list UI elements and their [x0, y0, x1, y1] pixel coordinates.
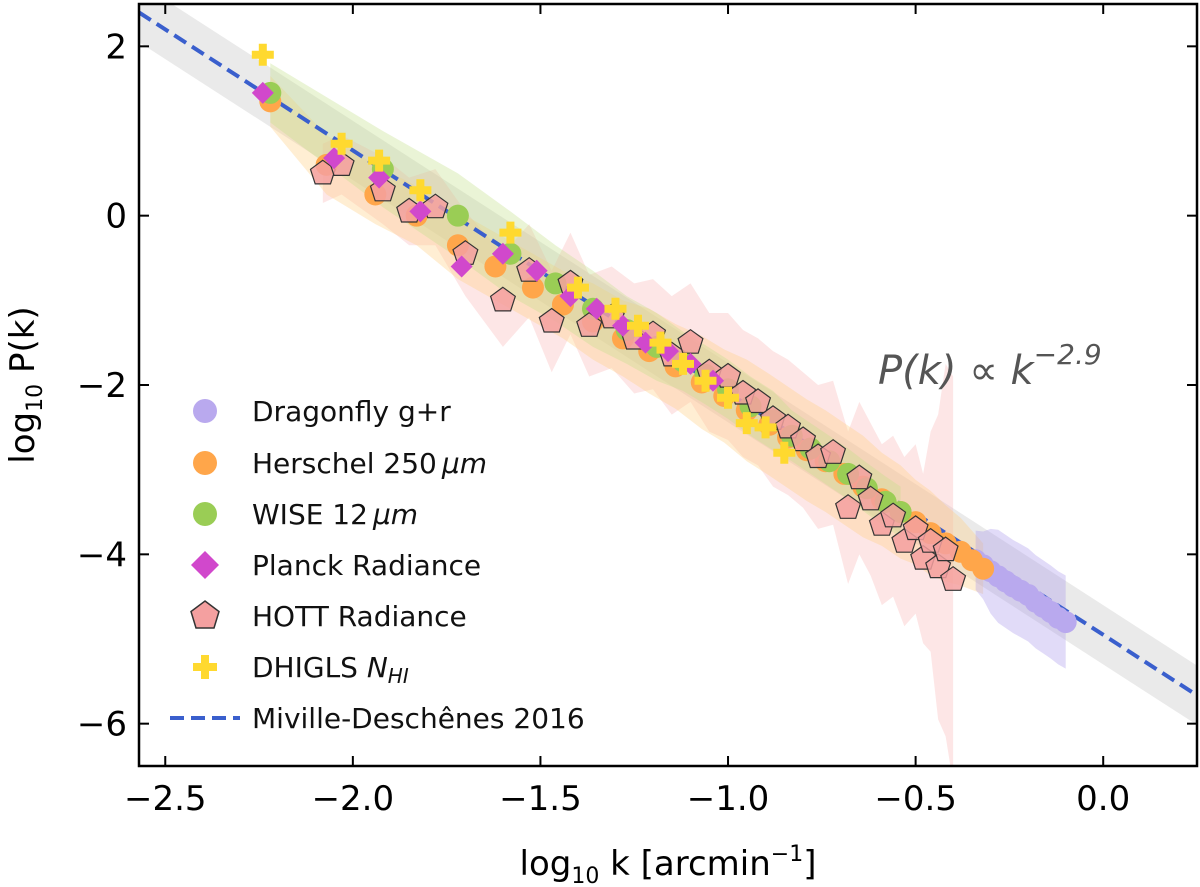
y-tick-label: −4: [77, 535, 127, 575]
point-dhigls-n-hi-9: [672, 352, 695, 375]
point-dhigls-n-hi-3: [409, 179, 432, 202]
point-dhigls-n-hi-11: [717, 386, 740, 409]
y-axis-label: log10 P(k): [3, 306, 48, 463]
point-hott-radiance-21: [774, 413, 802, 439]
legend-label-dragonfly: Dragonfly g+r: [252, 395, 451, 428]
point-hott-radiance-35: [932, 536, 959, 562]
point-hott-radiance-26: [846, 464, 873, 490]
legend-entry-wise: WISE 12 μm: [193, 498, 418, 531]
legend-entry-miville: Miville-Deschênes 2016: [170, 702, 585, 735]
x-tick-label: −1.0: [687, 779, 770, 819]
point-hott-radiance-22: [789, 426, 817, 452]
power-law-annotation: P(k) ∝ k−2.9: [878, 338, 1102, 394]
point-dhigls-n-hi-6: [604, 297, 627, 320]
point-planck-radiance-5: [491, 242, 514, 265]
legend-marker-wise: [193, 502, 217, 526]
point-planck-radiance-0: [251, 81, 274, 104]
x-tick-label: 0.0: [1076, 779, 1130, 819]
legend-label-planck: Planck Radiance: [252, 549, 481, 582]
plot-area: [139, 4, 1197, 766]
point-dhigls-n-hi-12: [735, 412, 758, 435]
point-dhigls-n-hi-10: [694, 369, 717, 392]
point-dhigls-n-hi-2: [368, 149, 391, 172]
x-tick-label: −1.5: [499, 779, 582, 819]
y-tick-label: −6: [77, 705, 127, 745]
x-ticks: −2.5 −2.0 −1.5 −1.0 −0.5 0.0: [124, 4, 1130, 819]
point-dhigls-n-hi-0: [251, 43, 274, 66]
legend-marker-dragonfly: [193, 399, 217, 423]
point-dhigls-n-hi-13: [754, 416, 777, 439]
legend: Dragonfly g+r Herschel 250 μm WISE 12 μm P…: [170, 395, 585, 735]
point-planck-radiance-2: [368, 166, 391, 189]
band-pentagon-4: [322, 135, 954, 766]
legend-entry-herschel: Herschel 250 μm: [193, 447, 487, 480]
point-hott-radiance-27: [857, 485, 884, 511]
point-planck-radiance-4: [450, 255, 473, 278]
legend-entry-hott: HOTT Radiance: [190, 600, 467, 633]
x-axis-label: log10 k [arcmin−1]: [520, 842, 817, 887]
legend-marker-hott: [190, 600, 220, 629]
point-planck-radiance-9: [611, 314, 634, 337]
x-tick-label: −2.0: [312, 779, 395, 819]
point-hott-radiance-6: [489, 286, 517, 312]
legend-label-dhigls: DHIGLS NHI: [252, 651, 409, 688]
y-ticks: −6 −4 −2 0 2: [77, 27, 1197, 745]
legend-label-miville: Miville-Deschênes 2016: [252, 702, 585, 735]
point-hott-radiance-8: [538, 307, 565, 333]
point-herschel-250-m-6: [521, 276, 544, 299]
x-tick-label: −2.5: [124, 779, 207, 819]
legend-entry-dhigls: DHIGLS NHI: [193, 651, 409, 688]
data-markers: [251, 43, 1077, 634]
point-hott-radiance-31: [902, 515, 929, 541]
legend-entry-dragonfly: Dragonfly g+r: [193, 395, 451, 428]
y-tick-label: 2: [105, 27, 127, 67]
point-planck-radiance-6: [525, 259, 548, 282]
point-dhigls-n-hi-8: [649, 331, 672, 354]
point-dhigls-n-hi-14: [773, 441, 796, 464]
legend-entry-planck: Planck Radiance: [191, 549, 481, 582]
point-herschel-250-m-28: [972, 557, 995, 580]
legend-marker-dhigls: [193, 655, 217, 679]
point-hott-radiance-25: [834, 494, 862, 519]
point-dhigls-n-hi-4: [499, 221, 522, 244]
point-hott-radiance-19: [744, 388, 772, 414]
point-planck-radiance-8: [585, 297, 608, 320]
legend-label-hott: HOTT Radiance: [252, 600, 467, 633]
legend-label-herschel: Herschel 250 μm: [252, 447, 487, 480]
point-hott-radiance-36: [940, 565, 967, 591]
point-dhigls-n-hi-5: [566, 276, 589, 299]
point-hott-radiance-29: [879, 502, 907, 528]
point-dhigls-n-hi-7: [626, 314, 649, 337]
legend-marker-herschel: [193, 451, 217, 475]
legend-marker-planck: [191, 551, 219, 579]
y-tick-label: 0: [105, 197, 127, 237]
point-dhigls-n-hi-1: [330, 132, 353, 155]
point-planck-radiance-3: [409, 200, 432, 223]
y-tick-label: −2: [77, 366, 127, 406]
point-dragonfly-g-r-12: [1054, 611, 1077, 634]
legend-label-wise: WISE 12 μm: [252, 498, 418, 531]
point-planck-radiance-10: [634, 331, 657, 354]
point-hott-radiance-10: [576, 311, 603, 337]
point-wise-12-m-2: [446, 204, 469, 227]
point-hott-radiance-24: [819, 438, 847, 464]
x-tick-label: −0.5: [874, 779, 957, 819]
